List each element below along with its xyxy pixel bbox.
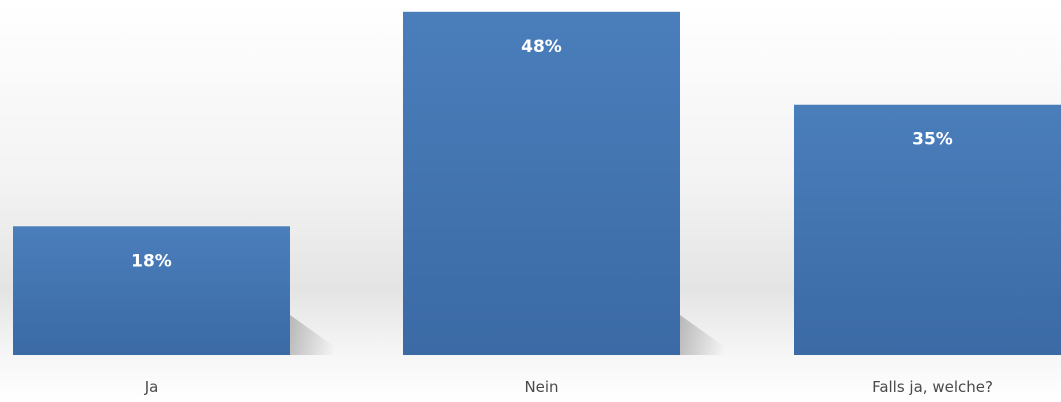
data-label: 18% [131, 251, 172, 271]
category-labels: Ja Nein Falls ja, welche? [144, 378, 993, 396]
bar-2 [403, 11, 680, 355]
bar-3 [794, 104, 1061, 355]
category-label: Falls ja, welche? [872, 378, 993, 396]
data-labels: 18% 48% 35% [131, 37, 953, 272]
category-label: Ja [144, 378, 159, 396]
category-label: Nein [524, 378, 558, 396]
data-label: 35% [912, 130, 953, 150]
data-label: 48% [521, 37, 562, 57]
bar-shadow [680, 315, 725, 355]
bar-1 [13, 226, 290, 355]
bar-shadow [290, 315, 335, 355]
bars [13, 11, 1061, 355]
bar-shadows [290, 315, 725, 355]
